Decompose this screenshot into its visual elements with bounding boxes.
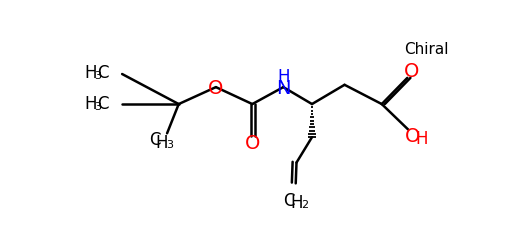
Text: O: O: [403, 61, 419, 80]
Text: O: O: [405, 127, 420, 146]
Text: O: O: [208, 78, 224, 97]
Text: C: C: [283, 191, 294, 209]
Text: H: H: [415, 130, 428, 147]
Text: Chiral: Chiral: [404, 42, 449, 57]
Text: 3: 3: [94, 101, 101, 111]
Text: H: H: [277, 68, 290, 86]
Text: C: C: [97, 95, 109, 113]
Text: H: H: [85, 64, 97, 82]
Text: C: C: [97, 64, 109, 82]
Text: O: O: [245, 134, 260, 152]
Text: C: C: [149, 131, 160, 149]
Text: 2: 2: [301, 199, 308, 209]
Text: N: N: [276, 78, 291, 97]
Text: 3: 3: [94, 71, 101, 80]
Text: H: H: [85, 95, 97, 113]
Text: H: H: [156, 133, 168, 151]
Text: H: H: [290, 193, 303, 211]
Text: 3: 3: [166, 140, 173, 149]
